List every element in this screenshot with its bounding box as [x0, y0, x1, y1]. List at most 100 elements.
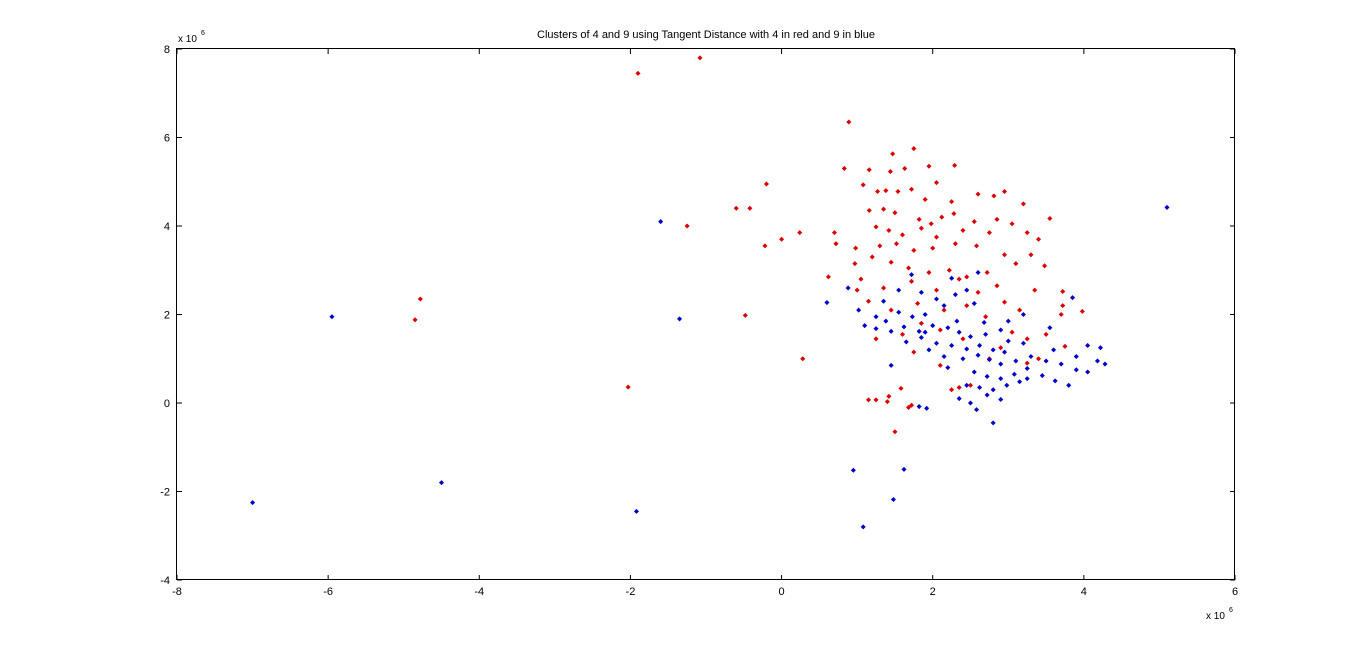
data-point — [998, 361, 1004, 367]
data-point — [964, 303, 970, 309]
data-point — [952, 292, 958, 298]
data-point — [975, 352, 981, 358]
data-point — [417, 296, 423, 302]
data-point — [635, 70, 641, 76]
data-point — [856, 307, 862, 313]
data-point — [884, 399, 890, 405]
data-point — [892, 210, 898, 216]
data-point — [824, 300, 830, 306]
data-point — [697, 55, 703, 61]
data-point — [1069, 295, 1076, 301]
data-point — [946, 267, 952, 273]
data-point — [1102, 361, 1108, 367]
data-point — [926, 163, 932, 169]
data-point — [945, 365, 951, 371]
data-point — [903, 339, 909, 345]
data-point — [763, 181, 769, 187]
data-point — [909, 272, 915, 278]
data-point — [949, 387, 955, 393]
data-point — [954, 318, 960, 324]
data-point — [990, 347, 996, 353]
data-point — [854, 287, 860, 293]
data-point — [1005, 338, 1011, 344]
data-point — [924, 405, 930, 411]
data-point — [858, 276, 864, 282]
data-point — [899, 232, 906, 238]
data-point — [984, 269, 990, 275]
data-point — [916, 328, 922, 334]
data-point — [971, 369, 977, 375]
data-point — [1017, 379, 1023, 385]
data-point — [850, 467, 856, 473]
data-point — [865, 298, 872, 304]
data-point — [873, 397, 879, 403]
data-point — [941, 354, 947, 360]
data-point — [888, 307, 894, 313]
data-point — [833, 241, 839, 247]
data-point — [890, 151, 896, 157]
data-point — [949, 275, 955, 281]
plot-area — [176, 48, 1235, 580]
data-point — [909, 314, 915, 320]
data-point — [952, 241, 958, 247]
data-point — [918, 289, 924, 295]
data-point — [873, 224, 879, 230]
data-point — [964, 274, 970, 280]
data-point — [887, 169, 893, 175]
data-point — [1085, 342, 1091, 348]
data-point — [967, 334, 974, 340]
data-point — [911, 146, 917, 152]
data-point — [918, 334, 924, 341]
data-point — [747, 205, 753, 211]
data-point — [911, 247, 917, 253]
data-point — [984, 373, 990, 379]
data-point — [1001, 299, 1008, 305]
data-point — [797, 230, 803, 236]
data-point — [933, 180, 940, 186]
data-point — [1035, 236, 1042, 242]
data-point — [1094, 358, 1100, 364]
data-point — [915, 300, 921, 306]
data-point — [971, 219, 977, 225]
data-point — [633, 508, 639, 514]
data-point — [922, 311, 928, 318]
data-point — [990, 420, 996, 426]
data-point — [825, 274, 831, 280]
data-point — [926, 269, 932, 275]
data-point — [742, 312, 748, 318]
data-point — [1001, 349, 1008, 355]
data-point — [1062, 343, 1068, 349]
y-axis-exponent: x 10 6 — [178, 30, 205, 45]
data-point — [977, 342, 983, 348]
data-point — [881, 298, 887, 304]
data-point — [922, 196, 928, 202]
data-point — [898, 385, 904, 391]
data-point — [845, 285, 851, 291]
data-point — [960, 336, 966, 342]
data-point — [964, 346, 970, 352]
data-point — [1047, 325, 1053, 331]
data-point — [1047, 215, 1053, 222]
data-point — [967, 382, 974, 388]
data-point — [865, 397, 872, 403]
data-point — [918, 320, 924, 326]
data-point — [684, 223, 690, 229]
data-point — [1013, 261, 1019, 267]
data-point — [998, 345, 1004, 351]
data-point — [991, 193, 997, 199]
data-point — [974, 407, 980, 413]
data-point — [658, 219, 664, 225]
data-point — [888, 328, 894, 334]
data-point — [984, 392, 990, 398]
data-point — [941, 303, 947, 309]
data-point — [1017, 307, 1023, 313]
data-point — [1032, 287, 1038, 293]
data-point — [975, 269, 981, 275]
data-point — [831, 230, 837, 236]
data-point — [1024, 365, 1030, 372]
data-point — [1043, 358, 1049, 364]
data-point — [1028, 252, 1034, 258]
x-tick-label: -2 — [626, 586, 636, 598]
y-tick-label: 4 — [164, 221, 170, 233]
data-point — [875, 188, 881, 195]
